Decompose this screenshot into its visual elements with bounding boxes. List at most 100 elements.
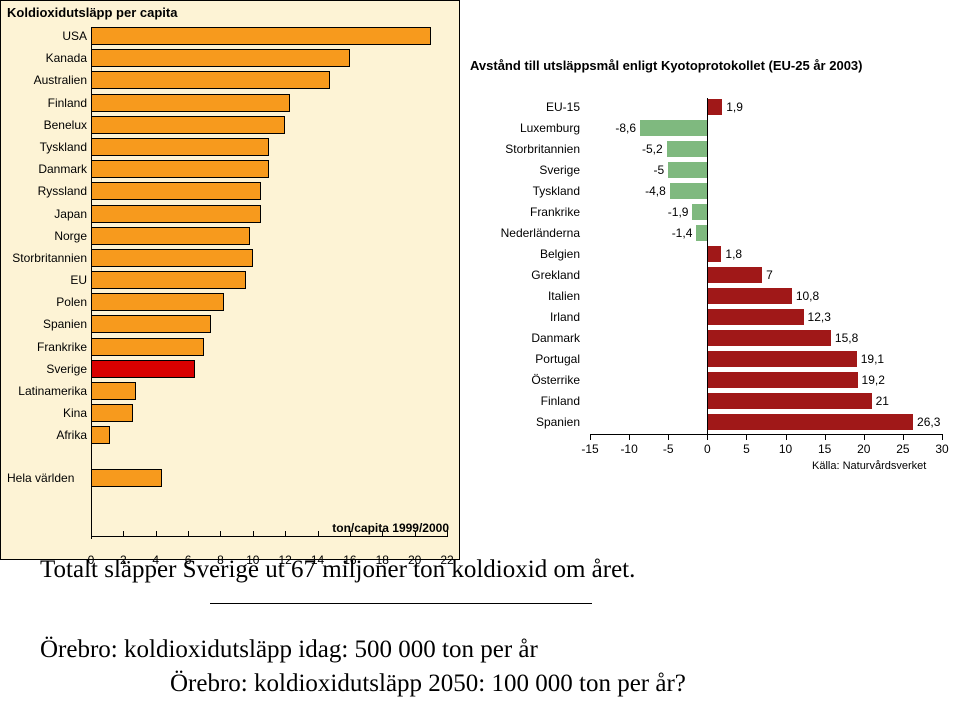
right-row: Portugal19,1 — [470, 350, 960, 371]
right-bar — [696, 225, 707, 241]
left-row-label: Danmark — [38, 162, 87, 176]
left-row-label: Japan — [54, 207, 87, 221]
left-row-label: Tyskland — [40, 140, 87, 154]
left-row-label: Benelux — [44, 118, 87, 132]
co2-per-capita-chart: Koldioxidutsläpp per capita USAKanadaAus… — [0, 0, 460, 560]
right-tick-label: -5 — [663, 442, 674, 456]
left-row-label: Storbritannien — [12, 251, 87, 265]
left-row: Japan — [1, 205, 459, 227]
left-bar — [91, 116, 285, 134]
right-row-label: Portugal — [470, 352, 580, 366]
right-value-label: -1,9 — [668, 205, 689, 219]
right-row-label: Frankrike — [470, 205, 580, 219]
left-bar — [91, 205, 261, 223]
right-chart-rows: EU-15 1,9 Luxemburg -8,6 Storbritannien -5,2 S… — [470, 98, 960, 434]
left-row-label: Finland — [48, 96, 87, 110]
right-value-label: 19,2 — [862, 373, 885, 387]
right-bar — [707, 393, 871, 409]
left-row: Spanien — [1, 315, 459, 337]
left-row: Kanada — [1, 49, 459, 71]
right-row-label: Italien — [470, 289, 580, 303]
left-row: Kina — [1, 404, 459, 426]
right-bar — [670, 183, 708, 199]
left-bar — [91, 404, 133, 422]
left-row-label: Ryssland — [38, 184, 87, 198]
right-value-label: -8,6 — [615, 121, 636, 135]
right-tick-label: 20 — [857, 442, 870, 456]
summary-line-3: Örebro: koldioxidutsläpp 2050: 100 000 t… — [170, 670, 686, 698]
right-row-label: Luxemburg — [470, 121, 580, 135]
left-row-label: Spanien — [43, 317, 87, 331]
right-value-label: 1,8 — [725, 247, 742, 261]
right-tick-label: -15 — [581, 442, 598, 456]
right-row: Finland21 — [470, 392, 960, 413]
right-row: Nederländerna-1,4 — [470, 224, 960, 245]
right-bar — [707, 330, 831, 346]
right-bar — [707, 246, 721, 262]
right-value-label: 1,9 — [726, 100, 743, 114]
right-tick-label: 15 — [818, 442, 831, 456]
right-value-label: 10,8 — [796, 289, 819, 303]
left-row: EU — [1, 271, 459, 293]
left-row-label: EU — [70, 273, 87, 287]
right-value-label: 21 — [876, 394, 889, 408]
right-tick-label: 5 — [743, 442, 750, 456]
right-bar — [707, 351, 856, 367]
right-row-label: Storbritannien — [470, 142, 580, 156]
left-bar — [91, 382, 136, 400]
left-row: Finland — [1, 94, 459, 116]
right-row: Österrike19,2 — [470, 371, 960, 392]
right-row-label: EU-15 — [470, 100, 580, 114]
summary-line-1: Totalt släpper Sverige ut 67 miljoner to… — [40, 556, 635, 584]
right-tick-label: -10 — [620, 442, 637, 456]
right-value-label: -1,4 — [672, 226, 693, 240]
right-row-label: Grekland — [470, 268, 580, 282]
right-value-label: 12,3 — [808, 310, 831, 324]
right-tick-label: 30 — [935, 442, 948, 456]
right-row: Danmark15,8 — [470, 329, 960, 350]
right-row: Italien 10,8 — [470, 287, 960, 308]
right-value-label: -5,2 — [642, 142, 663, 156]
right-row: Tyskland-4,8 — [470, 182, 960, 203]
left-row: Sverige — [1, 360, 459, 382]
right-value-label: -5 — [654, 163, 665, 177]
left-row: Tyskland — [1, 138, 459, 160]
right-row: EU-15 1,9 — [470, 98, 960, 119]
right-tick-label: 0 — [704, 442, 711, 456]
right-value-label: 7 — [766, 268, 773, 282]
left-bar — [91, 293, 224, 311]
right-bar — [707, 372, 857, 388]
right-bar — [707, 414, 913, 430]
right-tick-label: 25 — [896, 442, 909, 456]
right-row: Grekland 7 — [470, 266, 960, 287]
left-row-label: Latinamerika — [18, 384, 87, 398]
left-row: Norge — [1, 227, 459, 249]
left-row: Frankrike — [1, 338, 459, 360]
left-row: USA — [1, 27, 459, 49]
divider — [210, 603, 592, 604]
right-tick-label: 10 — [779, 442, 792, 456]
left-row: Benelux — [1, 116, 459, 138]
left-chart-rows: USA Kanada Australien Finland Benelux Tysklan… — [1, 27, 459, 449]
left-bar — [91, 94, 290, 112]
kyoto-distance-chart: Avstånd till utsläppsmål enligt Kyotopro… — [470, 58, 960, 488]
right-row-label: Sverige — [470, 163, 580, 177]
right-x-axis — [590, 434, 942, 435]
left-bar — [91, 27, 431, 45]
left-row: Danmark — [1, 160, 459, 182]
left-row: Afrika — [1, 426, 459, 448]
right-bar — [707, 99, 722, 115]
left-bar — [91, 315, 211, 333]
left-row: Australien — [1, 71, 459, 93]
left-bar — [91, 426, 110, 444]
right-value-label: -4,8 — [645, 184, 666, 198]
left-bar — [91, 160, 269, 178]
left-bar — [91, 182, 261, 200]
left-row: Polen — [1, 293, 459, 315]
left-bar — [91, 271, 246, 289]
left-row-label: Kanada — [46, 51, 87, 65]
left-row-label: Polen — [56, 295, 87, 309]
right-zero-line — [707, 98, 708, 434]
left-row-label: Frankrike — [37, 340, 87, 354]
right-bar — [668, 162, 707, 178]
